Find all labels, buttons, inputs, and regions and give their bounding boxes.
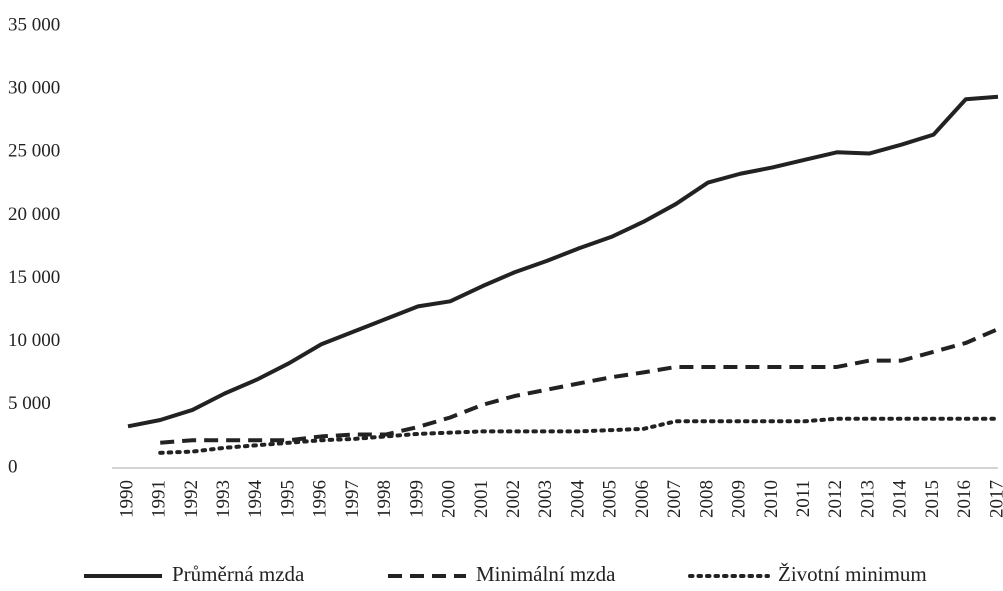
y-tick-label: 15 000 <box>8 267 60 288</box>
x-tick-label: 1994 <box>245 480 266 519</box>
series-line <box>160 327 999 445</box>
x-tick-label: 1992 <box>181 480 202 518</box>
x-tick-label: 2001 <box>471 480 492 518</box>
y-tick-label: 5 000 <box>8 393 51 414</box>
x-tick-label: 1996 <box>310 480 331 518</box>
x-tick-label: 2012 <box>825 480 846 518</box>
x-tick-label: 2003 <box>535 480 556 518</box>
x-tick-label: 2016 <box>954 480 975 518</box>
legend-label: Průměrná mzda <box>172 562 305 586</box>
x-tick-label: 1995 <box>277 480 298 518</box>
x-tick-label: 2015 <box>922 480 943 518</box>
y-tick-label: 20 000 <box>8 204 60 225</box>
x-tick-label: 2009 <box>729 480 750 518</box>
x-tick-label: 1993 <box>213 480 234 518</box>
y-tick-label: 35 000 <box>8 14 60 35</box>
x-tick-label: 2004 <box>567 480 588 519</box>
y-tick-label: 25 000 <box>8 141 60 162</box>
x-tick-label: 2000 <box>439 480 460 518</box>
legend-label: Životní minimum <box>778 562 927 586</box>
y-tick-label: 10 000 <box>8 330 60 351</box>
x-tick-label: 2005 <box>600 480 621 518</box>
x-tick-label: 1999 <box>406 480 427 518</box>
x-tick-label: 2011 <box>793 480 814 517</box>
series-line <box>127 94 999 429</box>
x-tick-label: 2002 <box>503 480 524 518</box>
legend-label: Minimální mzda <box>476 562 616 586</box>
x-tick-label: 2017 <box>986 480 1003 518</box>
x-tick-label: 2008 <box>696 480 717 518</box>
x-tick-label: 2007 <box>664 480 685 518</box>
x-tick-label: 1990 <box>116 480 137 518</box>
x-tick-label: 1991 <box>149 480 170 518</box>
x-tick-label: 2010 <box>761 480 782 518</box>
y-tick-label: 0 <box>8 456 18 477</box>
x-tick-label: 2013 <box>857 480 878 518</box>
y-tick-label: 30 000 <box>8 78 60 99</box>
x-tick-label: 2006 <box>632 480 653 518</box>
series-line <box>158 416 1000 455</box>
x-tick-label: 2014 <box>890 480 911 519</box>
x-tick-label: 1998 <box>374 480 395 518</box>
x-tick-label: 1997 <box>342 480 363 518</box>
